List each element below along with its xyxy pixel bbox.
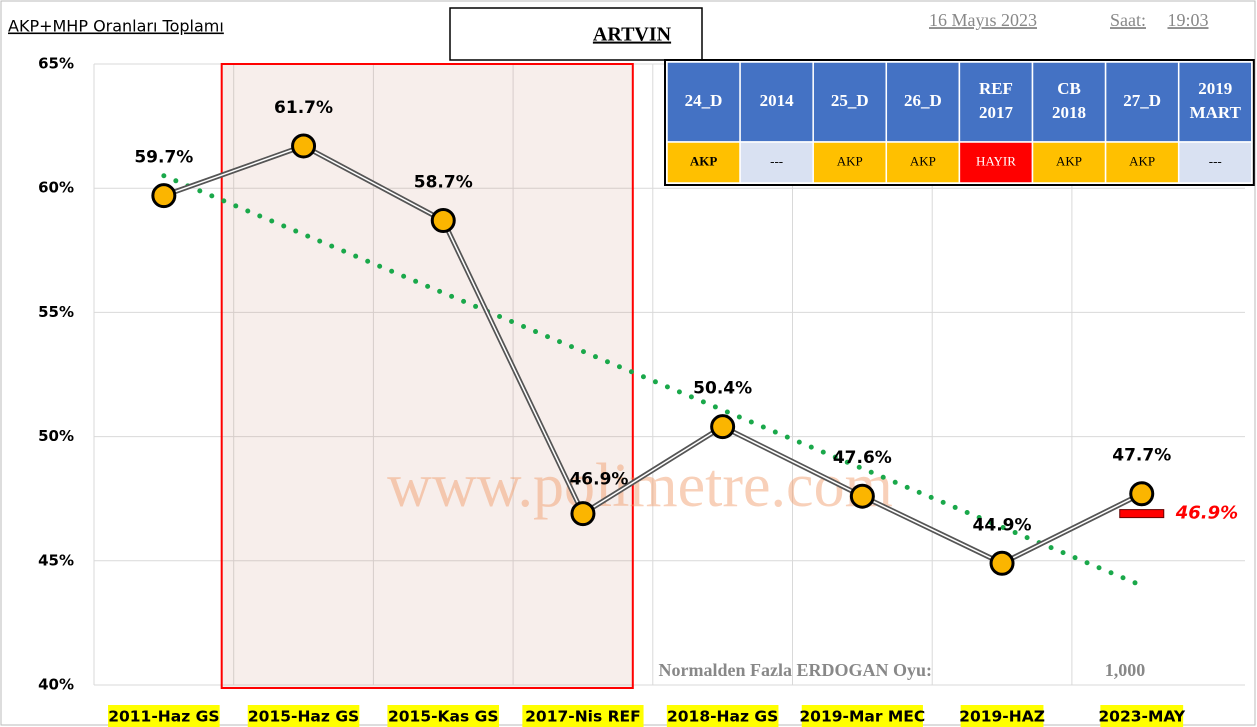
table-cell — [739, 141, 814, 184]
table-cell — [1104, 141, 1180, 184]
table-cell-text: --- — [1209, 153, 1222, 168]
table-cell — [885, 141, 961, 184]
table-cell — [812, 141, 888, 184]
marker-label: 46.9% — [1175, 503, 1238, 524]
table-header: 2019 MART — [1190, 79, 1242, 122]
value-label: 44.9% — [973, 515, 1032, 535]
table-cell-text: AKP — [1056, 153, 1082, 168]
x-tick-label: 2015-Haz GS — [248, 708, 359, 726]
x-tick-label: 2019-HAZ — [959, 708, 1045, 726]
x-tick-label: 2015-Kas GS — [388, 708, 499, 726]
table-header-cell — [1104, 61, 1180, 143]
footer-label: Normalden Fazla ERDOGAN Oyu: — [659, 660, 933, 680]
x-tick-label: 2017-Nis REF — [525, 708, 641, 726]
table-header: 27_D — [1123, 91, 1161, 110]
value-label: 47.6% — [833, 448, 892, 468]
y-tick-label: 65% — [38, 55, 74, 73]
table-header: REF 2017 — [979, 79, 1014, 122]
watermark: www.polimetre.com — [387, 452, 893, 520]
category-bg — [666, 705, 779, 727]
category-bg — [960, 705, 1044, 727]
province-box — [449, 7, 703, 61]
category-bg — [108, 705, 220, 727]
point — [849, 483, 875, 509]
y-tick-label: 50% — [38, 427, 74, 445]
y-tick-label: 45% — [38, 551, 74, 569]
x-tick-label: 2018-Haz GS — [667, 708, 778, 726]
table-header-cell — [885, 61, 961, 143]
date: 16 Mayıs 2023 — [929, 10, 1037, 30]
table-cell — [1177, 141, 1253, 184]
trendline — [161, 173, 1145, 589]
category-bg — [247, 705, 360, 727]
table-cell-text: AKP — [910, 153, 936, 168]
table-header-cell — [739, 61, 814, 143]
table-cell-text: HAYIR — [976, 153, 1016, 168]
y-tick-label: 55% — [38, 303, 74, 321]
point — [151, 183, 177, 209]
y-tick-label: 60% — [38, 179, 74, 197]
value-label: 46.9% — [569, 470, 628, 490]
time-label: Saat: — [1110, 10, 1146, 30]
point — [989, 550, 1015, 576]
marker — [1119, 509, 1165, 519]
y-tick-label: 40% — [38, 676, 74, 694]
value-label: 47.7% — [1112, 446, 1171, 466]
x-tick-label: 2023-MAY — [1098, 708, 1186, 726]
province: ARTVIN — [593, 24, 672, 46]
table-cell-text: AKP — [1129, 153, 1155, 168]
highlight-box — [220, 63, 634, 689]
table-header: 24_D — [685, 91, 723, 110]
table-header: 2014 — [760, 91, 795, 110]
table-cell-text: AKP — [837, 153, 863, 168]
table-cell-text: AKP — [690, 153, 718, 168]
category-bg — [387, 705, 500, 727]
x-tick-label: 2011-Haz GS — [108, 708, 219, 726]
point — [710, 414, 736, 440]
table-header: 26_D — [904, 91, 942, 110]
table-header-cell — [958, 61, 1034, 143]
category-bg — [1100, 705, 1184, 727]
table-header: CB 2018 — [1052, 79, 1086, 122]
category-bg — [801, 705, 923, 727]
category-bg — [522, 705, 644, 727]
table-cell-text: --- — [770, 153, 783, 168]
value-label: 58.7% — [414, 172, 473, 192]
table-header: 25_D — [831, 91, 869, 110]
footer-value: 1,000 — [1105, 660, 1146, 680]
value-label: 50.4% — [693, 379, 752, 399]
point — [1129, 481, 1155, 507]
table-cell — [958, 141, 1034, 184]
point — [430, 207, 456, 233]
line — [163, 145, 1143, 565]
point — [291, 133, 317, 159]
time: 19:03 — [1167, 10, 1208, 30]
x-tick-label: 2019-Mar MEC — [799, 708, 925, 726]
value-label: 61.7% — [274, 98, 333, 118]
point — [570, 501, 596, 527]
value-label: 59.7% — [134, 148, 193, 168]
chart-title: AKP+MHP Oranları Toplamı — [8, 17, 224, 36]
table-header-cell — [1177, 61, 1253, 143]
